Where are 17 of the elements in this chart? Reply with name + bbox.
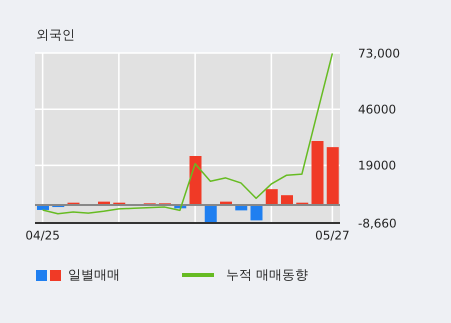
legend-label: 누적 매매동향 [226, 267, 308, 284]
bar [204, 204, 217, 222]
bar [312, 141, 324, 205]
bar [266, 189, 278, 205]
y-tick-label: 46000 [358, 102, 396, 116]
y-tick-label: 73,000 [358, 46, 400, 60]
legend-label: 일별매매 [68, 267, 120, 284]
x-tick-label: 04/25 [25, 228, 60, 243]
x-tick-label: 05/27 [315, 228, 350, 243]
bar [190, 156, 202, 205]
line-series [42, 53, 334, 214]
bar [281, 195, 293, 205]
bar [326, 147, 339, 205]
y-tick-label: -8,660 [358, 216, 397, 230]
y-tick-label: 19000 [358, 158, 396, 173]
chart-title: 외국인 [36, 27, 75, 44]
bar [250, 204, 262, 220]
